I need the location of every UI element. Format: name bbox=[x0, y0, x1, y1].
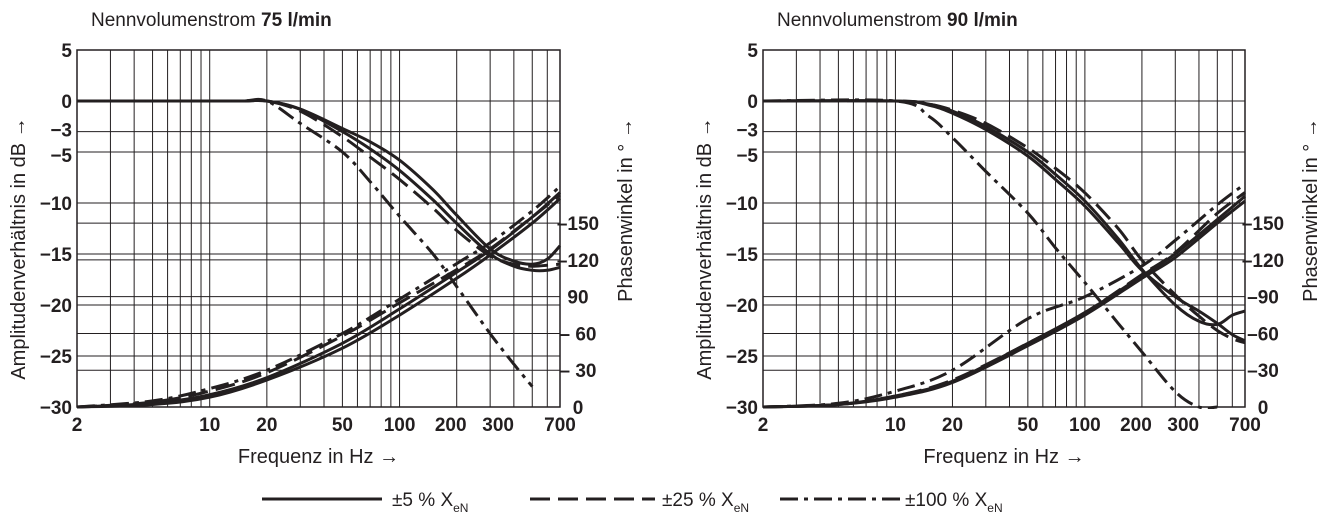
chart-title-text: Nennvolumenstrom bbox=[91, 10, 261, 31]
y2-axis-label: Phasenwinkel in ° → bbox=[615, 118, 637, 302]
legend-label: ±100 % XeN bbox=[905, 490, 1003, 515]
y2-tick-label: –120 bbox=[557, 251, 599, 272]
y-tick-label: −20 bbox=[40, 296, 72, 317]
y-tick-label: 0 bbox=[747, 92, 758, 113]
y-tick-label: 5 bbox=[61, 41, 72, 62]
y-tick-label: −30 bbox=[726, 398, 758, 419]
chart-title-text: Nennvolumenstrom bbox=[777, 10, 947, 31]
x-axis-label: Frequenz in Hz → bbox=[238, 446, 399, 468]
y2-tick-label: –90 bbox=[1247, 288, 1279, 309]
y2-tick-label: –150 bbox=[557, 214, 599, 235]
chart-title-value: 75 l/min bbox=[261, 10, 332, 31]
y-tick-label: −5 bbox=[736, 146, 758, 167]
series-line-6 bbox=[77, 197, 561, 409]
x-tick-label: 20 bbox=[256, 415, 277, 436]
y-tick-label: −25 bbox=[40, 347, 73, 368]
x-axis-label: Frequenz in Hz → bbox=[923, 446, 1084, 468]
chart-panel-2: 50−3−5−10−15−20−25−30–150–120–90–60–3002… bbox=[694, 10, 1322, 468]
series-line-8 bbox=[763, 182, 1246, 409]
y-tick-label: 5 bbox=[747, 41, 758, 62]
y2-tick-label: 0 bbox=[1258, 398, 1269, 419]
plot-frame bbox=[762, 49, 1246, 408]
x-tick-label: 100 bbox=[1069, 415, 1101, 436]
chart-title: Nennvolumenstrom 75 l/min bbox=[91, 10, 332, 31]
x-tick-label: 300 bbox=[1167, 415, 1199, 436]
y-tick-label: −3 bbox=[50, 121, 72, 142]
series-line-2 bbox=[77, 98, 561, 273]
y2-tick-label: – 30 bbox=[560, 361, 597, 382]
y-tick-label: −3 bbox=[736, 121, 758, 142]
legend: ±5 % XeN ±25 % XeN ±100 % XeN bbox=[262, 490, 1003, 515]
y2-tick-label: 90 bbox=[567, 288, 588, 309]
x-tick-label: 50 bbox=[1017, 415, 1038, 436]
y-tick-label: −15 bbox=[726, 245, 759, 266]
x-tick-label: 100 bbox=[384, 415, 416, 436]
y2-tick-label: –120 bbox=[1242, 251, 1284, 272]
y2-axis-label: Phasenwinkel in ° → bbox=[1300, 118, 1322, 302]
x-tick-label: 300 bbox=[482, 415, 514, 436]
series-line-6 bbox=[763, 195, 1246, 409]
series-line-7 bbox=[77, 193, 561, 409]
x-tick-label: 10 bbox=[199, 415, 220, 436]
series-line-2 bbox=[763, 99, 1246, 343]
y2-tick-label: 0 bbox=[573, 398, 584, 419]
y-tick-label: −25 bbox=[726, 347, 759, 368]
y-tick-label: 0 bbox=[61, 92, 72, 113]
series-line-1 bbox=[77, 98, 562, 266]
chart-title: Nennvolumenstrom 90 l/min bbox=[777, 10, 1018, 31]
y-axis-label: Amplitudenverhältnis in dB → bbox=[8, 117, 30, 379]
x-tick-label: 200 bbox=[1120, 415, 1152, 436]
y-axis-label: Amplitudenverhältnis in dB → bbox=[694, 117, 716, 379]
y-tick-label: −10 bbox=[726, 194, 758, 215]
y-tick-label: −5 bbox=[50, 146, 72, 167]
y2-tick-label: – 60 bbox=[560, 324, 597, 345]
x-tick-label: 20 bbox=[942, 415, 963, 436]
x-tick-label: 50 bbox=[332, 415, 353, 436]
x-tick-label: 2 bbox=[758, 415, 769, 436]
plot-frame bbox=[76, 49, 561, 408]
x-tick-label: 700 bbox=[544, 415, 576, 436]
series-line-8 bbox=[77, 185, 561, 409]
y2-tick-label: –150 bbox=[1242, 214, 1284, 235]
y2-tick-label: –30 bbox=[1247, 361, 1279, 382]
series-line-4 bbox=[763, 98, 1218, 409]
y-tick-label: −20 bbox=[726, 296, 758, 317]
y2-tick-label: –60 bbox=[1247, 324, 1279, 345]
y-tick-label: −30 bbox=[40, 398, 72, 419]
x-tick-label: 700 bbox=[1229, 415, 1261, 436]
legend-label: ±25 % XeN bbox=[662, 490, 749, 515]
x-tick-label: 10 bbox=[885, 415, 906, 436]
y-tick-label: −15 bbox=[40, 245, 73, 266]
x-tick-label: 200 bbox=[435, 415, 467, 436]
series-line-3 bbox=[77, 98, 561, 268]
legend-label: ±5 % XeN bbox=[392, 490, 468, 515]
series-line-4 bbox=[77, 97, 534, 388]
series-line-5 bbox=[77, 191, 561, 409]
series-line-7 bbox=[763, 191, 1246, 409]
x-tick-label: 2 bbox=[72, 415, 83, 436]
series-line-3 bbox=[763, 99, 1246, 345]
chart-title-value: 90 l/min bbox=[947, 10, 1018, 31]
y-tick-label: −10 bbox=[40, 194, 72, 215]
